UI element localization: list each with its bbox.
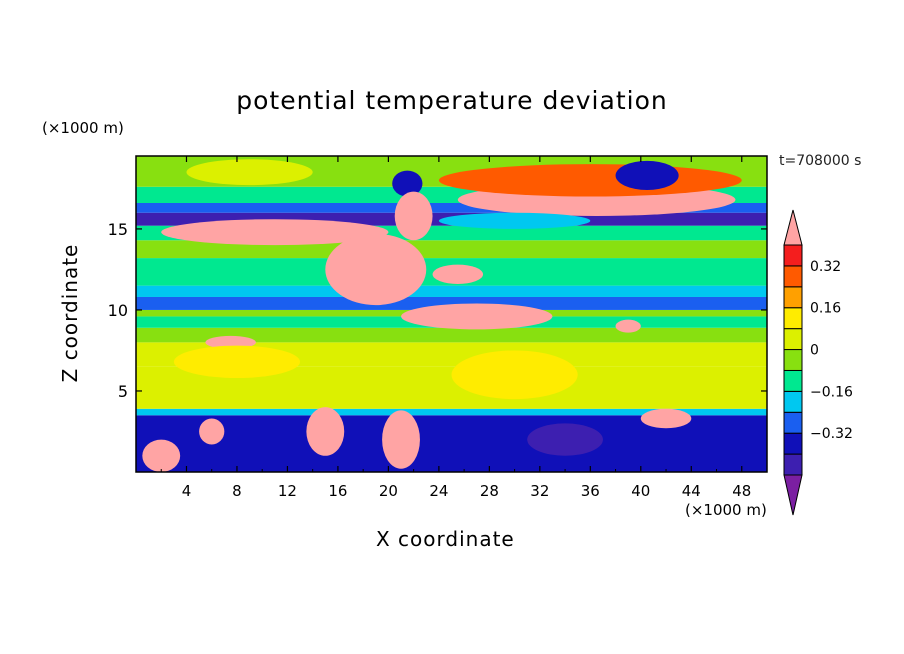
y-axis-ticks: 5 10 15 <box>108 220 767 401</box>
field-blob <box>306 407 345 456</box>
field-blob <box>142 439 181 472</box>
field-blob <box>382 410 420 469</box>
x-tick-label: 8 <box>232 482 242 500</box>
chart-title: potential temperature deviation <box>236 86 668 115</box>
field-blob <box>451 350 578 400</box>
field-blob <box>432 264 484 285</box>
y-tick-label: 15 <box>108 220 128 239</box>
field-blob <box>640 408 692 429</box>
x-axis-label: X coordinate <box>376 527 515 551</box>
field-blob <box>438 212 591 229</box>
colorbar-segment <box>783 265 803 288</box>
field-band <box>136 202 767 213</box>
x-tick-label: 40 <box>631 482 650 500</box>
y-tick-label: 10 <box>108 301 128 320</box>
colorbar-segment <box>783 328 803 351</box>
colorbar-label: −0.16 <box>810 384 853 400</box>
x-tick-label: 24 <box>429 482 448 500</box>
x-tick-label: 36 <box>581 482 600 500</box>
field-blob <box>161 219 389 246</box>
field-band <box>136 408 767 416</box>
colorbar-segment <box>783 390 803 413</box>
colorbar-segment <box>783 286 803 309</box>
time-label: t=708000 s <box>779 153 862 169</box>
colorbar-label: 0.16 <box>810 301 841 317</box>
field-blob <box>615 160 679 191</box>
colorbar-top-extend <box>783 209 803 246</box>
colorbar-label: −0.32 <box>810 426 853 442</box>
y-axis-label: Z coordinate <box>58 243 82 383</box>
x-axis-ticks: 4 8 12 16 20 24 28 32 36 40 44 48 <box>160 156 751 500</box>
field-band <box>136 327 767 343</box>
colorbar-segment <box>783 369 803 392</box>
colorbar-segment <box>783 411 803 434</box>
field-blob <box>199 418 225 445</box>
field-blob <box>438 164 742 197</box>
y-tick-label: 5 <box>118 382 128 401</box>
plot-frame <box>135 155 768 473</box>
colorbar-segment <box>783 244 803 267</box>
field-blob <box>401 303 553 330</box>
colorbar-label: 0.32 <box>810 259 841 275</box>
colorbar-label: 0 <box>810 343 819 359</box>
y-axis-units: (×1000 m) <box>42 119 124 137</box>
field-band <box>136 285 767 297</box>
field-blob <box>392 170 423 197</box>
field-blob <box>394 191 433 241</box>
field-blob <box>186 159 313 186</box>
x-tick-label: 20 <box>379 482 398 500</box>
contour-field <box>136 156 767 472</box>
colorbar-segment <box>783 453 803 476</box>
field-blob <box>173 345 301 379</box>
x-tick-label: 12 <box>278 482 297 500</box>
colorbar-segment <box>783 307 803 330</box>
colorbar: −0.32 −0.16 0 0.16 0.32 <box>783 209 853 516</box>
x-tick-label: 28 <box>480 482 499 500</box>
x-axis-units: (×1000 m) <box>685 501 767 519</box>
field-band <box>136 296 767 310</box>
colorbar-segment <box>783 432 803 455</box>
x-tick-label: 4 <box>182 482 192 500</box>
colorbar-segment <box>783 349 803 371</box>
field-blob <box>205 335 256 349</box>
x-tick-label: 16 <box>328 482 347 500</box>
x-tick-label: 48 <box>732 482 751 500</box>
field-blob <box>615 319 641 333</box>
colorbar-bottom-extend <box>783 474 803 516</box>
x-tick-label: 44 <box>682 482 701 500</box>
field-blob <box>527 423 603 456</box>
field-blob <box>325 233 427 306</box>
x-tick-label: 32 <box>530 482 549 500</box>
